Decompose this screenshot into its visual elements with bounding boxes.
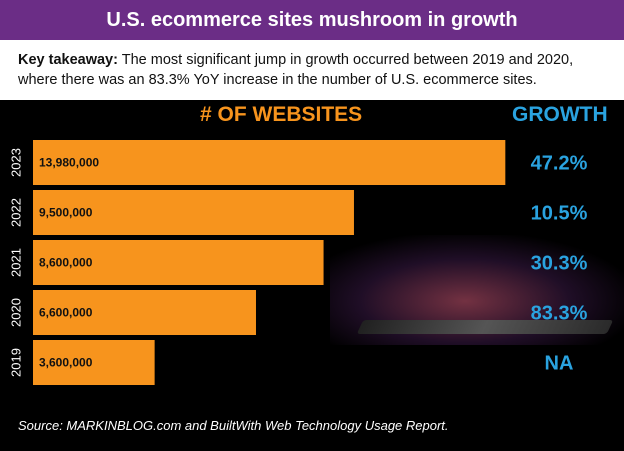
bar-value-label-2020: 6,600,000: [39, 306, 93, 320]
growth-label-2019: NA: [545, 353, 574, 375]
bar-value-label-2022: 9,500,000: [39, 206, 93, 220]
year-label-2021: 2021: [8, 248, 23, 277]
takeaway-label: Key takeaway:: [18, 52, 118, 68]
title-bar: U.S. ecommerce sites mushroom in growth: [0, 0, 624, 40]
growth-column-heading: GROWTH: [512, 103, 608, 126]
bar-value-label-2019: 3,600,000: [39, 356, 93, 370]
bar-2022: [33, 190, 354, 235]
bar-2023: [33, 140, 506, 185]
growth-label-2023: 47.2%: [531, 153, 588, 175]
bar-value-label-2021: 8,600,000: [39, 256, 93, 270]
bar-2020: [33, 290, 256, 335]
takeaway-text: The most significant jump in growth occu…: [18, 52, 574, 88]
bar-2019: [33, 340, 155, 385]
page-title: U.S. ecommerce sites mushroom in growth: [106, 8, 518, 31]
year-label-2020: 2020: [8, 298, 23, 327]
bar-value-label-2023: 13,980,000: [39, 156, 99, 170]
websites-bar-chart: 13,980,000 2023 47.2% 9,500,000 2022 10.5% 8,6…: [8, 140, 588, 385]
growth-label-2020: 83.3%: [531, 303, 588, 325]
source-note: Source: MARKINBLOG.com and BuiltWith Web…: [18, 418, 449, 433]
year-label-2023: 2023: [8, 148, 23, 177]
websites-column-heading: # OF WEBSITES: [200, 103, 363, 126]
year-label-2019: 2019: [8, 348, 23, 377]
key-takeaway: Key takeaway: The most significant jump …: [0, 40, 624, 100]
growth-label-2021: 30.3%: [531, 253, 588, 275]
growth-label-2022: 10.5%: [531, 203, 588, 225]
year-label-2022: 2022: [8, 198, 23, 227]
bar-2021: [33, 240, 324, 285]
